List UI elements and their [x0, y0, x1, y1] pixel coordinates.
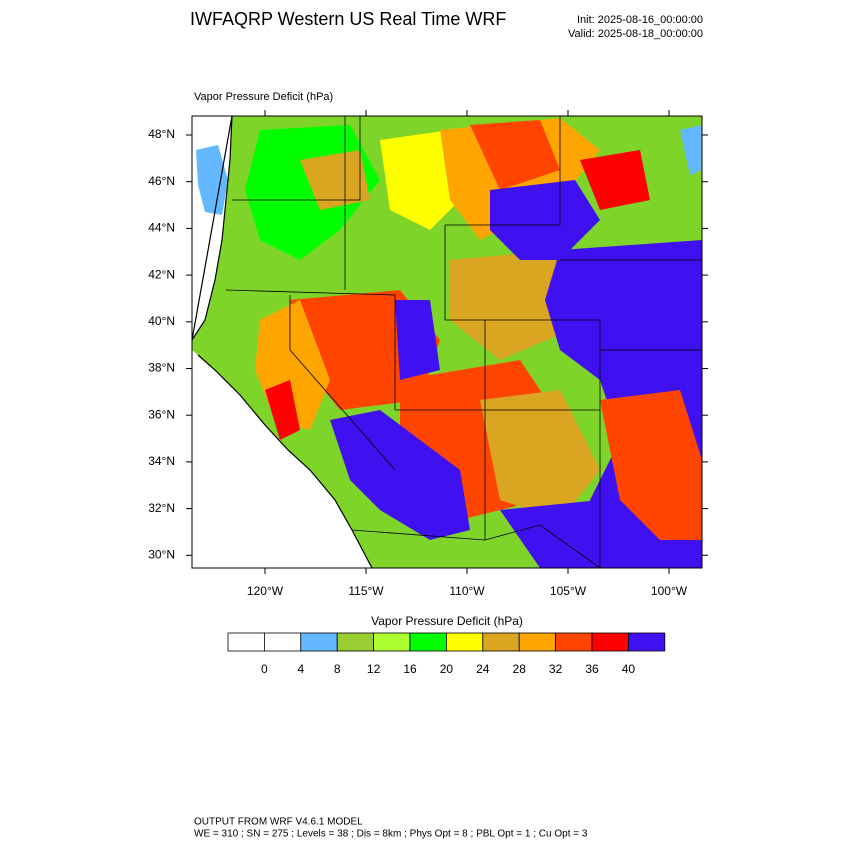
footer-line: WE = 310 ; SN = 275 ; Levels = 38 ; Dis … — [194, 829, 588, 840]
valid-time: Valid: 2025-08-18_00:00:00 — [568, 28, 703, 40]
title: IWFAQRP Western US Real Time WRF — [190, 9, 506, 29]
lat-tick-label: 48°N — [148, 127, 175, 141]
lat-tick-label: 40°N — [148, 314, 175, 328]
lat-tick-label: 46°N — [148, 174, 175, 188]
colorbar-label: 32 — [549, 662, 563, 676]
lat-tick-label: 32°N — [148, 501, 175, 515]
map — [192, 116, 702, 568]
lat-tick-label: 30°N — [148, 547, 175, 561]
lat-tick-label: 36°N — [148, 407, 175, 421]
colorbar-label: 0 — [261, 662, 268, 676]
lon-tick-label: 110°W — [449, 584, 485, 598]
colorbar-title: Vapor Pressure Deficit (hPa) — [371, 614, 523, 628]
lon-tick-label: 120°W — [247, 584, 284, 598]
colorbar-box — [628, 632, 666, 652]
colorbar-box — [445, 632, 484, 652]
colorbar-box — [227, 632, 265, 652]
lon-tick-label: 115°W — [348, 584, 384, 598]
colorbar-label: 8 — [334, 662, 341, 676]
lat-tick-label: 42°N — [148, 267, 175, 281]
lat-tick-label: 44°N — [148, 221, 175, 235]
lon-tick-label: 105°W — [550, 584, 587, 598]
colorbar-label: 28 — [513, 662, 527, 676]
colorbar-box — [263, 632, 302, 652]
colorbar-label: 16 — [403, 662, 417, 676]
colorbar-label: 12 — [367, 662, 381, 676]
colorbar-box — [409, 632, 447, 652]
colorbar-label: 4 — [297, 662, 304, 676]
colorbar-label: 24 — [476, 662, 490, 676]
lat-tick-label: 38°N — [148, 361, 175, 375]
footer-line: OUTPUT FROM WRF V4.6.1 MODEL — [194, 817, 363, 828]
colorbar-box — [555, 632, 593, 652]
colorbar-label: 36 — [585, 662, 599, 676]
colorbar-box — [591, 632, 629, 652]
colorbar-box — [518, 632, 557, 652]
lon-tick-label: 100°W — [651, 584, 688, 598]
lat-tick-label: 34°N — [148, 454, 175, 468]
colorbar-box — [482, 632, 520, 652]
colorbar-box — [336, 632, 375, 652]
init-time: Init: 2025-08-16_00:00:00 — [577, 14, 703, 26]
colorbar-label: 40 — [622, 662, 636, 676]
map-frame — [191, 115, 703, 569]
colorbar-box — [373, 632, 411, 652]
field-label: Vapor Pressure Deficit (hPa) — [194, 91, 333, 103]
colorbar-box — [300, 632, 338, 652]
colorbar-label: 20 — [440, 662, 454, 676]
